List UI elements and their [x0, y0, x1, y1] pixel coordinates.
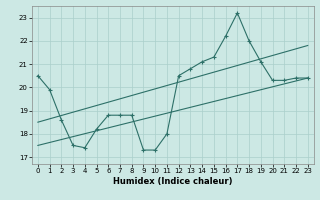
X-axis label: Humidex (Indice chaleur): Humidex (Indice chaleur): [113, 177, 233, 186]
